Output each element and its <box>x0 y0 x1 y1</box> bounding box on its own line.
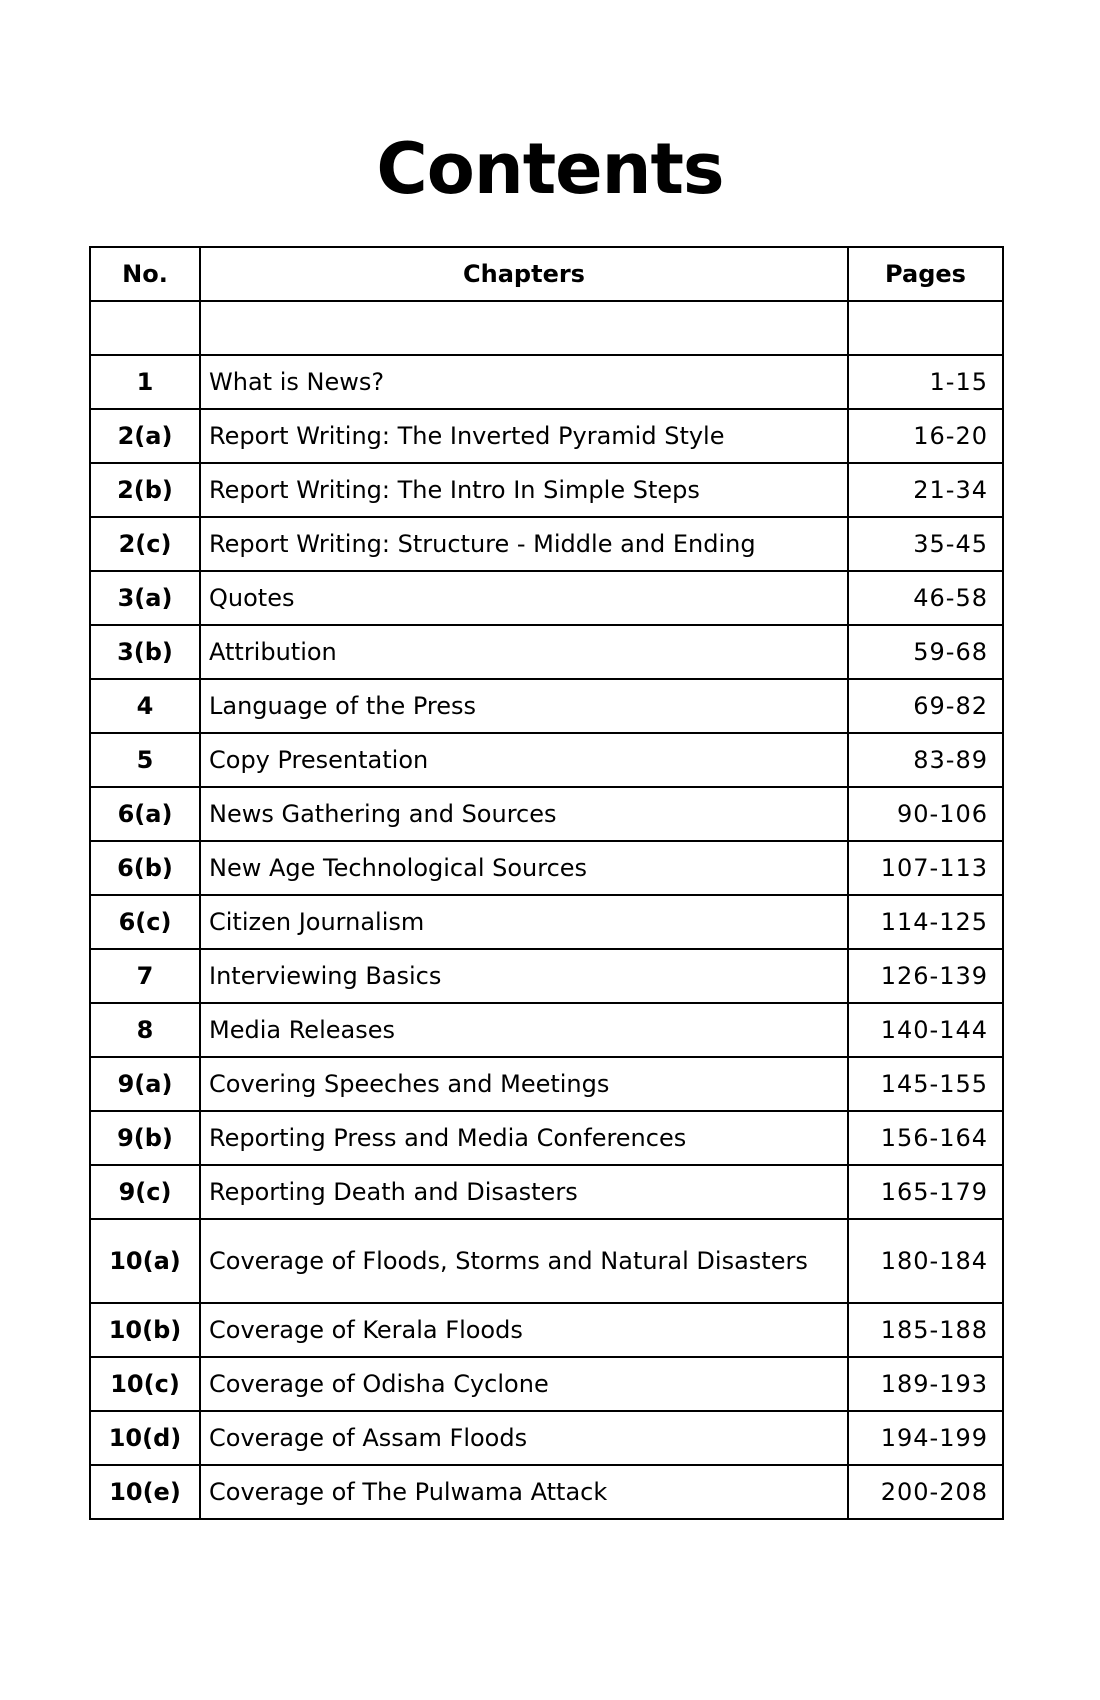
table-row: 2(a) Report Writing: The Inverted Pyramid… <box>89 408 1004 464</box>
chapter-title: Coverage of Floods, Storms and Natural D… <box>199 1218 849 1304</box>
page-range: 46-58 <box>847 570 1004 626</box>
chapter-title: News Gathering and Sources <box>199 786 849 842</box>
table-row: 6(c) Citizen Journalism 114-125 <box>89 894 1004 950</box>
chapter-title: Media Releases <box>199 1002 849 1058</box>
chapter-number: 3(a) <box>89 570 201 626</box>
table-row: 2(b) Report Writing: The Intro In Simple … <box>89 462 1004 518</box>
chapter-title: Coverage of Kerala Floods <box>199 1302 849 1358</box>
header-no: No. <box>89 246 201 302</box>
chapter-number: 7 <box>89 948 201 1004</box>
table-row: 5 Copy Presentation 83-89 <box>89 732 1004 788</box>
page-range: 185-188 <box>847 1302 1004 1358</box>
chapter-number: 10(e) <box>89 1464 201 1520</box>
chapter-title: Covering Speeches and Meetings <box>199 1056 849 1112</box>
chapter-number: 8 <box>89 1002 201 1058</box>
table-row: 7 Interviewing Basics 126-139 <box>89 948 1004 1004</box>
chapter-title: Report Writing: The Inverted Pyramid Sty… <box>199 408 849 464</box>
table-row: 10(e) Coverage of The Pulwama Attack 200-2… <box>89 1464 1004 1520</box>
chapter-number: 9(b) <box>89 1110 201 1166</box>
page-range: 189-193 <box>847 1356 1004 1412</box>
table-row: 8 Media Releases 140-144 <box>89 1002 1004 1058</box>
page-title: Contents <box>376 128 724 210</box>
empty-cell <box>847 300 1004 356</box>
page-range: 156-164 <box>847 1110 1004 1166</box>
table-row: 6(b) New Age Technological Sources 107-113 <box>89 840 1004 896</box>
chapter-title: Copy Presentation <box>199 732 849 788</box>
page-range: 1-15 <box>847 354 1004 410</box>
page-range: 114-125 <box>847 894 1004 950</box>
page-range: 145-155 <box>847 1056 1004 1112</box>
chapter-title: Coverage of Odisha Cyclone <box>199 1356 849 1412</box>
chapter-title: What is News? <box>199 354 849 410</box>
chapter-number: 10(a) <box>89 1218 201 1304</box>
empty-cell <box>89 300 201 356</box>
page-range: 69-82 <box>847 678 1004 734</box>
page-range: 165-179 <box>847 1164 1004 1220</box>
chapter-number: 9(c) <box>89 1164 201 1220</box>
chapter-title: Reporting Press and Media Conferences <box>199 1110 849 1166</box>
page-range: 83-89 <box>847 732 1004 788</box>
page-range: 140-144 <box>847 1002 1004 1058</box>
chapter-number: 6(c) <box>89 894 201 950</box>
table-row: 2(c) Report Writing: Structure - Middle a… <box>89 516 1004 572</box>
page-range: 16-20 <box>847 408 1004 464</box>
header-row: No. Chapters Pages <box>89 246 1004 302</box>
chapter-number: 4 <box>89 678 201 734</box>
chapter-number: 2(b) <box>89 462 201 518</box>
page-range: 126-139 <box>847 948 1004 1004</box>
chapter-number: 9(a) <box>89 1056 201 1112</box>
page-range: 35-45 <box>847 516 1004 572</box>
table-row: 6(a) News Gathering and Sources 90-106 <box>89 786 1004 842</box>
chapter-title: Citizen Journalism <box>199 894 849 950</box>
table-row: 10(d) Coverage of Assam Floods 194-199 <box>89 1410 1004 1466</box>
table-row: 1 What is News? 1-15 <box>89 354 1004 410</box>
page-range: 200-208 <box>847 1464 1004 1520</box>
chapter-number: 10(c) <box>89 1356 201 1412</box>
chapter-title: Reporting Death and Disasters <box>199 1164 849 1220</box>
chapter-number: 3(b) <box>89 624 201 680</box>
chapter-title: Language of the Press <box>199 678 849 734</box>
table-row: 9(a) Covering Speeches and Meetings 145-15… <box>89 1056 1004 1112</box>
table-row: 9(b) Reporting Press and Media Conference… <box>89 1110 1004 1166</box>
table-row: 4 Language of the Press 69-82 <box>89 678 1004 734</box>
table-row: 10(c) Coverage of Odisha Cyclone 189-193 <box>89 1356 1004 1412</box>
empty-cell <box>199 300 849 356</box>
chapter-title: Attribution <box>199 624 849 680</box>
chapter-title: Report Writing: The Intro In Simple Step… <box>199 462 849 518</box>
table-row: 3(b) Attribution 59-68 <box>89 624 1004 680</box>
chapter-title: New Age Technological Sources <box>199 840 849 896</box>
page-range: 21-34 <box>847 462 1004 518</box>
empty-row <box>89 300 1004 356</box>
chapter-number: 2(a) <box>89 408 201 464</box>
chapter-number: 10(d) <box>89 1410 201 1466</box>
chapter-title: Coverage of The Pulwama Attack <box>199 1464 849 1520</box>
chapter-number: 10(b) <box>89 1302 201 1358</box>
chapter-number: 6(a) <box>89 786 201 842</box>
contents-table: No. Chapters Pages 1 What is News? 1-15 2(a… <box>89 246 1004 1520</box>
table-row: 9(c) Reporting Death and Disasters 165-179 <box>89 1164 1004 1220</box>
page-range: 194-199 <box>847 1410 1004 1466</box>
table-row: 10(a) Coverage of Floods, Storms and Natu… <box>89 1218 1004 1304</box>
chapter-title: Interviewing Basics <box>199 948 849 1004</box>
table-row: 3(a) Quotes 46-58 <box>89 570 1004 626</box>
page-range: 59-68 <box>847 624 1004 680</box>
chapter-number: 2(c) <box>89 516 201 572</box>
header-chapters: Chapters <box>199 246 849 302</box>
page-range: 180-184 <box>847 1218 1004 1304</box>
chapter-title: Report Writing: Structure - Middle and E… <box>199 516 849 572</box>
page-range: 107-113 <box>847 840 1004 896</box>
chapter-number: 5 <box>89 732 201 788</box>
table-row: 10(b) Coverage of Kerala Floods 185-188 <box>89 1302 1004 1358</box>
header-pages: Pages <box>847 246 1004 302</box>
page-range: 90-106 <box>847 786 1004 842</box>
chapter-number: 6(b) <box>89 840 201 896</box>
chapter-number: 1 <box>89 354 201 410</box>
chapter-title: Quotes <box>199 570 849 626</box>
chapter-title: Coverage of Assam Floods <box>199 1410 849 1466</box>
